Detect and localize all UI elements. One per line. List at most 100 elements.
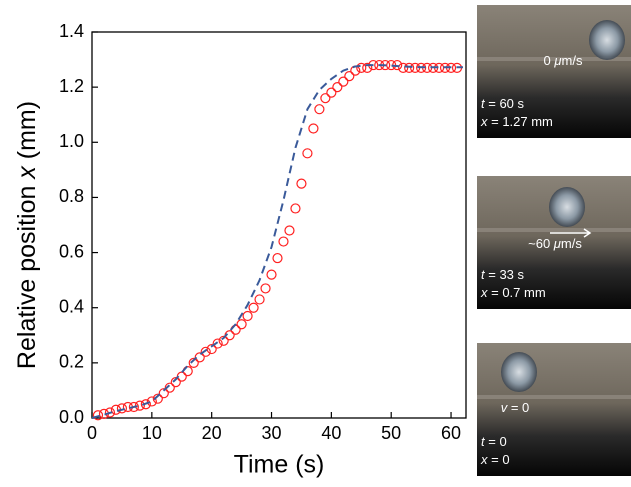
- data-point: [356, 62, 367, 73]
- data-point: [248, 302, 259, 313]
- data-point: [278, 236, 289, 247]
- time-label: t = 0: [481, 434, 507, 449]
- time-label-part: = 33 s: [485, 267, 525, 282]
- data-point: [398, 62, 409, 73]
- y-tick-label: 0.2: [59, 352, 84, 372]
- speed-label-part: ~60: [528, 236, 554, 251]
- position-label-part: x: [480, 285, 488, 300]
- data-point: [308, 123, 319, 134]
- channel-edge: [477, 228, 631, 232]
- position-label-part: = 0: [488, 452, 510, 467]
- x-tick-label: 0: [87, 423, 97, 443]
- speed-label: 0 μm/s: [544, 53, 583, 68]
- data-point: [164, 382, 175, 393]
- data-point: [338, 76, 349, 87]
- data-point: [152, 393, 163, 404]
- y-axis-label-part: x: [13, 165, 41, 180]
- time-label-part: = 0: [485, 434, 507, 449]
- y-axis-label-part: (mm): [13, 101, 41, 166]
- x-tick-label: 30: [262, 423, 282, 443]
- data-point: [284, 225, 295, 236]
- data-point: [344, 71, 355, 82]
- motion-arrow: [550, 228, 592, 238]
- data-point: [362, 62, 373, 73]
- x-tick-label: 20: [202, 423, 222, 443]
- speed-label-part: μ: [553, 53, 561, 68]
- position-label-part: x: [480, 114, 488, 129]
- data-point: [326, 87, 337, 98]
- photo-panel: 0 μm/s t = 60 s x = 1.27 mm: [477, 5, 631, 138]
- speed-label-part: 0: [544, 53, 555, 68]
- data-point: [92, 410, 104, 421]
- data-point: [416, 62, 427, 73]
- speed-label-part: m/s: [562, 53, 583, 68]
- x-tick-label: 60: [441, 423, 461, 443]
- y-tick-label: 1.2: [59, 76, 84, 96]
- data-point: [140, 399, 151, 410]
- data-point: [104, 407, 116, 418]
- speed-label-part: v: [501, 400, 509, 415]
- x-axis-label: Time (s): [234, 451, 325, 479]
- data-point: [206, 343, 217, 355]
- position-label: x = 1.27 mm: [480, 114, 553, 129]
- y-tick-label: 0.6: [59, 241, 84, 261]
- data-point: [146, 396, 157, 407]
- time-label-part: t: [481, 434, 486, 449]
- photo-panel: v = 0t = 0x = 0: [477, 343, 631, 476]
- data-point: [332, 82, 343, 93]
- data-point: [314, 104, 325, 115]
- position-label-part: x: [480, 452, 488, 467]
- y-tick-label: 1.4: [59, 21, 84, 41]
- data-point: [194, 352, 205, 363]
- data-point: [158, 388, 169, 399]
- time-label-part: = 60 s: [485, 96, 525, 111]
- speed-label: ~60 μm/s: [528, 236, 582, 251]
- time-label: t = 33 s: [481, 267, 525, 282]
- data-point: [242, 310, 253, 322]
- y-tick-label: 0.8: [59, 186, 84, 206]
- speed-label-part: = 0: [507, 400, 529, 415]
- position-label: x = 0: [480, 452, 510, 467]
- droplet: [589, 20, 625, 60]
- data-point: [134, 400, 145, 411]
- data-point: [290, 203, 301, 214]
- data-point: [404, 62, 415, 73]
- position-label: x = 0.7 mm: [480, 285, 546, 300]
- data-point: [218, 335, 229, 346]
- data-point: [320, 93, 331, 104]
- data-point: [266, 269, 277, 280]
- data-point: [116, 403, 128, 414]
- photo-panel: ~60 μm/s t = 33 s x = 0.7 mm: [477, 176, 631, 309]
- x-tick-label: 10: [142, 423, 162, 443]
- data-point: [200, 346, 211, 357]
- speed-label-part: μ: [553, 236, 561, 251]
- data-point: [236, 319, 247, 330]
- speed-label: v = 0: [501, 400, 530, 415]
- data-point: [260, 283, 271, 294]
- plot-frame: [91, 31, 467, 419]
- y-axis-label-part: Relative position: [13, 179, 41, 369]
- x-tick-label: 50: [381, 423, 401, 443]
- channel-edge: [477, 57, 631, 61]
- data-point: [188, 357, 199, 368]
- y-tick-label: 0.4: [59, 296, 84, 316]
- data-point: [254, 294, 265, 305]
- time-label-part: t: [481, 267, 486, 282]
- position-label-part: = 0.7 mm: [488, 285, 546, 300]
- droplet: [549, 187, 585, 227]
- time-label-part: t: [481, 96, 486, 111]
- y-axis-label: Relative position x (mm): [13, 101, 41, 369]
- y-tick-label: 1.0: [59, 131, 84, 151]
- data-point: [170, 377, 181, 388]
- data-point: [128, 401, 139, 413]
- y-tick-label: 0.0: [59, 407, 84, 427]
- data-point: [212, 338, 223, 349]
- channel-edge: [477, 395, 631, 399]
- x-tick-label: 40: [321, 423, 341, 443]
- data-point: [272, 252, 283, 264]
- time-label: t = 60 s: [481, 96, 525, 111]
- position-label-part: = 1.27 mm: [488, 114, 553, 129]
- data-point: [296, 178, 307, 189]
- data-point: [302, 148, 313, 159]
